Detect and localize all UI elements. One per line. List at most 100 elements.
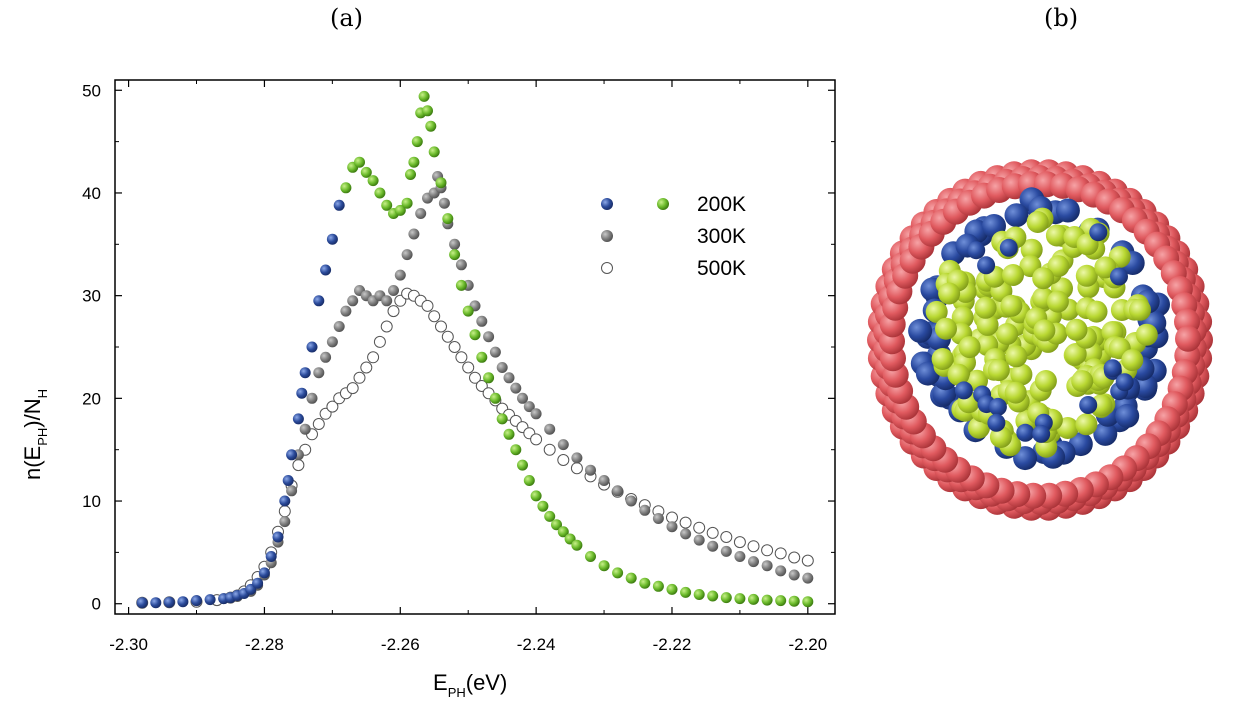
data-point-200k — [455, 279, 467, 291]
shell-atom — [1175, 325, 1201, 352]
data-point-200k — [163, 596, 175, 608]
green-atom — [1065, 318, 1088, 341]
green-atom — [1004, 381, 1027, 404]
legend-marker-200k-blue — [601, 198, 613, 210]
data-point-300k — [666, 521, 678, 533]
data-point-500k — [278, 505, 291, 518]
y-tick-label: 50 — [82, 81, 101, 100]
data-point-500k — [801, 554, 814, 567]
data-point-200k — [401, 197, 413, 209]
blue-atom — [1004, 203, 1029, 228]
outer-shell-atoms — [867, 159, 1213, 521]
x-tick-label: -2.20 — [788, 635, 827, 654]
blue-atom — [1103, 359, 1122, 378]
data-point-200k — [265, 551, 277, 562]
data-point-300k — [530, 408, 542, 420]
green-atom — [947, 363, 970, 386]
green-atom — [1005, 345, 1028, 368]
data-point-500k — [469, 371, 481, 384]
data-point-200k — [428, 146, 440, 158]
data-point-300k — [517, 392, 528, 404]
green-atom — [1045, 224, 1068, 247]
data-point-200k — [734, 593, 746, 605]
data-point-500k — [761, 544, 774, 557]
green-atom — [1046, 290, 1069, 313]
blue-atom — [967, 241, 986, 260]
green-atom — [1064, 343, 1087, 365]
data-point-200k — [612, 567, 624, 579]
data-point-300k — [510, 382, 522, 394]
blue-atom — [1016, 423, 1035, 442]
data-point-500k — [319, 407, 332, 420]
data-point-300k — [693, 534, 705, 546]
data-point-200k — [503, 428, 515, 440]
blue-atom — [1115, 373, 1134, 392]
green-atom — [958, 336, 981, 359]
data-point-300k — [483, 331, 495, 343]
legend-label-200k: 200K — [697, 193, 746, 216]
data-point-200k — [367, 175, 379, 187]
data-point-500k — [435, 320, 447, 333]
data-point-500k — [326, 400, 339, 413]
x-tick-label: -2.28 — [245, 635, 284, 654]
data-point-200k — [775, 595, 787, 607]
green-core-atoms — [925, 207, 1158, 458]
data-point-200k — [693, 589, 705, 600]
blue-atom — [999, 238, 1018, 257]
legend-label-500k: 500K — [697, 257, 746, 280]
data-point-300k — [503, 372, 515, 384]
blue-atom — [1093, 421, 1118, 446]
data-point-200k — [405, 169, 416, 180]
data-point-300k — [279, 516, 291, 528]
green-atom — [951, 306, 974, 329]
blue-atom — [1115, 403, 1140, 428]
data-point-300k — [625, 495, 637, 507]
green-atom — [1020, 238, 1043, 261]
blue-atom — [1013, 446, 1038, 471]
data-point-500k — [720, 531, 733, 543]
data-point-200k — [191, 595, 202, 607]
data-point-500k — [380, 320, 393, 333]
data-point-200k — [394, 204, 406, 216]
data-point-200k — [557, 526, 569, 538]
data-point-300k — [326, 336, 338, 348]
data-point-300k — [299, 423, 311, 435]
green-atom — [931, 348, 954, 370]
data-point-500k — [292, 459, 305, 472]
green-atom — [1002, 264, 1024, 286]
data-point-300k — [544, 423, 556, 435]
data-point-200k — [360, 166, 372, 178]
green-atom — [1075, 413, 1098, 436]
data-point-300k — [639, 504, 651, 516]
data-point-200k — [625, 572, 637, 584]
data-point-200k — [286, 449, 298, 461]
data-point-300k — [652, 513, 664, 524]
data-point-300k — [748, 556, 759, 568]
data-point-200k — [326, 233, 338, 245]
y-tick-label: 0 — [92, 595, 101, 614]
legend-label-300k: 300K — [697, 225, 746, 248]
green-atom — [976, 313, 999, 336]
x-tick-label: -2.24 — [517, 635, 556, 654]
data-point-200k — [422, 105, 433, 117]
x-tick-label: -2.22 — [653, 635, 692, 654]
y-tick-label: 20 — [82, 389, 101, 408]
data-point-300k — [381, 295, 393, 307]
data-point-500k — [346, 382, 359, 395]
data-point-500k — [448, 341, 461, 353]
blue-atom — [1110, 267, 1128, 286]
data-point-500k — [733, 536, 746, 549]
data-point-200k — [136, 597, 148, 609]
nanodisc-molecule-illustration — [867, 159, 1213, 521]
green-atom — [1010, 363, 1033, 386]
data-point-500k — [543, 443, 556, 456]
data-point-200k — [272, 531, 284, 543]
x-axis-title: EPH(eV) — [433, 670, 507, 700]
data-point-300k — [401, 249, 413, 261]
data-point-200k — [585, 551, 596, 562]
data-point-200k — [435, 177, 447, 189]
data-point-500k — [530, 433, 543, 446]
data-point-500k — [387, 305, 400, 318]
data-point-500k — [788, 551, 801, 564]
data-point-200k — [258, 567, 270, 579]
